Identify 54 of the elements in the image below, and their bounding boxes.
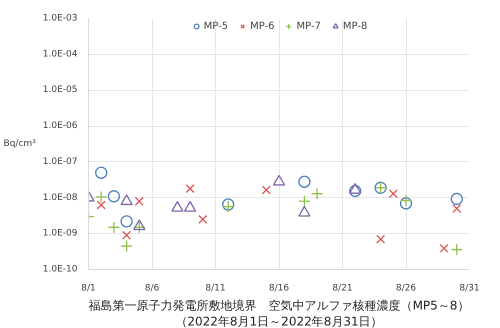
point <box>388 189 398 198</box>
point <box>120 215 133 228</box>
legend-label: MP-8 <box>342 20 368 32</box>
x-tick-label: 8/1 <box>81 284 96 294</box>
text: （2022年8月1日～2022年8月31日） <box>175 314 383 328</box>
point <box>133 219 146 230</box>
point <box>198 214 208 224</box>
point <box>134 196 144 206</box>
point <box>298 195 311 208</box>
point <box>171 200 184 212</box>
point <box>440 244 449 253</box>
point <box>376 234 386 244</box>
y-tick-label: 1.0E-06 <box>42 121 78 132</box>
y-tick-label: 1.0E-05 <box>42 85 78 96</box>
point <box>122 230 132 240</box>
x-tick-label: 8/21 <box>332 284 353 294</box>
point <box>186 184 195 194</box>
point <box>184 200 196 212</box>
point <box>450 243 463 256</box>
legend-label: MP-6 <box>250 20 274 32</box>
y-tick-label: 1.0E-03 <box>42 14 78 24</box>
point <box>108 190 120 202</box>
x-tick-label: 8/31 <box>459 284 480 294</box>
point <box>272 174 286 186</box>
point <box>108 221 120 234</box>
legend-label: MP-7 <box>296 20 321 32</box>
y-tick-label: 1.0E-04 <box>42 49 78 60</box>
x-tick-label: 8/11 <box>205 284 226 294</box>
x-tick-label: 8/6 <box>144 284 160 294</box>
y-tick-label: 1.0E-07 <box>42 156 78 167</box>
point <box>400 194 412 207</box>
y-tick-label: 1.0E-08 <box>42 192 78 203</box>
point <box>298 176 311 188</box>
y-tick-label: 1.0E-09 <box>42 228 78 239</box>
point <box>450 192 463 206</box>
point <box>298 206 311 217</box>
y-axis-title: Bq/cm³ <box>4 139 36 149</box>
point <box>96 200 106 210</box>
point <box>349 184 362 198</box>
point <box>95 190 108 204</box>
legend-label: MP-5 <box>204 20 228 32</box>
point <box>120 240 133 252</box>
text: 福島第一原子力発電所敷地境界 空気中アルファ核種濃度（MP5～8） <box>88 298 470 312</box>
y-tick-label: 1.0E-10 <box>42 264 78 274</box>
point <box>310 188 324 200</box>
point <box>262 185 271 195</box>
point <box>349 182 362 194</box>
x-tick-label: 8/16 <box>268 284 290 294</box>
point <box>120 194 133 206</box>
point <box>400 197 412 210</box>
point <box>95 166 108 179</box>
x-tick-label: 8/26 <box>396 284 416 294</box>
point <box>133 221 146 234</box>
point <box>452 204 462 214</box>
